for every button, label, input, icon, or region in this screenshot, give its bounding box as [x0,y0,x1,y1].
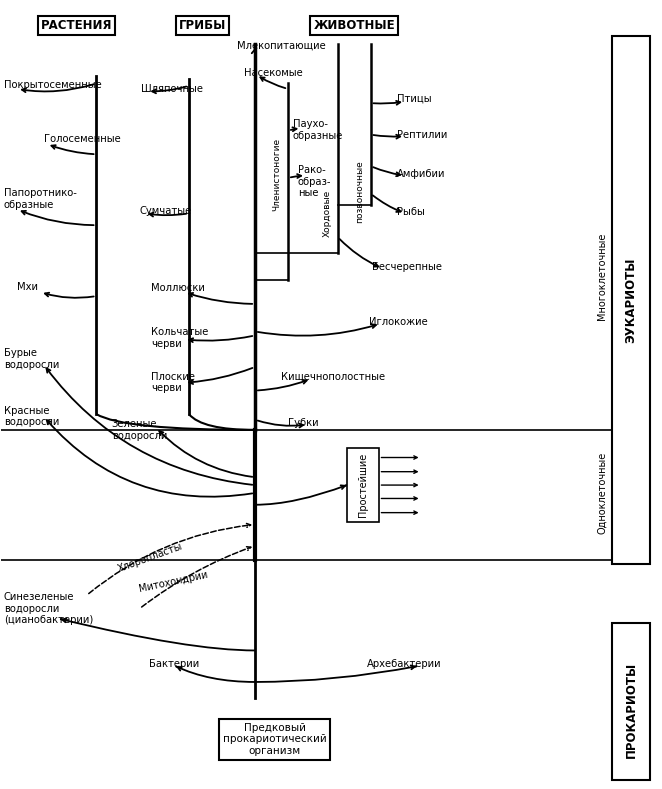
Text: Моллюски: Моллюски [152,283,205,294]
Text: Многоклеточные: Многоклеточные [597,233,607,320]
Text: Красные
водоросли: Красные водоросли [4,406,60,428]
Text: Хордовые: Хордовые [322,189,332,237]
Text: Простейшие: Простейшие [357,453,367,518]
Text: Мхи: Мхи [17,282,38,293]
Text: Хлоропласты: Хлоропласты [117,541,184,574]
Text: Иглокожие: Иглокожие [369,317,428,327]
FancyBboxPatch shape [347,447,379,522]
Text: Рако-
образ-
ные: Рако- образ- ные [298,165,332,199]
Text: Паухо-
образные: Паухо- образные [293,119,343,140]
Text: Бурые
водоросли: Бурые водоросли [4,348,60,370]
Text: Амфибии: Амфибии [397,169,446,179]
Text: РАСТЕНИЯ: РАСТЕНИЯ [41,20,113,32]
FancyBboxPatch shape [612,36,650,564]
Text: Птицы: Птицы [397,93,432,103]
Text: позвоночные: позвоночные [355,160,364,222]
FancyBboxPatch shape [612,623,650,780]
Text: Одноклеточные: Одноклеточные [597,452,607,534]
Text: Членистоногие: Членистоногие [272,137,281,211]
Text: Рыбы: Рыбы [397,207,425,217]
Text: Млекопитающие: Млекопитающие [237,40,326,50]
Text: ПРОКАРИОТЫ: ПРОКАРИОТЫ [624,661,638,757]
Text: Голосеменные: Голосеменные [44,133,120,144]
Text: Шляпочные: Шляпочные [141,84,203,94]
Text: Кольчатые
черви: Кольчатые черви [152,327,209,349]
Text: Губки: Губки [288,418,318,428]
Text: Плоские
черви: Плоские черви [152,372,195,394]
Text: Митохондрии: Митохондрии [138,570,209,594]
Text: Насекомые: Насекомые [244,68,303,78]
Text: ЖИВОТНЫЕ: ЖИВОТНЫЕ [313,20,395,32]
Text: Рептилии: Рептилии [397,129,448,140]
Text: Бактерии: Бактерии [150,659,199,669]
Text: Кишечнополостные: Кишечнополостные [281,372,385,382]
Text: Бесчерепные: Бесчерепные [372,262,442,272]
Text: ГРИБЫ: ГРИБЫ [179,20,226,32]
Text: Сумчатые: Сумчатые [140,206,192,216]
Text: ЭУКАРИОТЫ: ЭУКАРИОТЫ [624,257,638,342]
Text: Синезеленые
водоросли
(цианобактерии): Синезеленые водоросли (цианобактерии) [4,592,93,626]
Text: Архебактерии: Архебактерии [367,659,442,669]
Text: Предковый
прокариотический
организм: Предковый прокариотический организм [223,723,327,756]
Text: Покрытосеменные: Покрытосеменные [4,80,102,90]
Text: Зеленые
водоросли: Зеленые водоросли [112,419,167,441]
Text: Папоротнико-
образные: Папоротнико- образные [4,189,77,210]
